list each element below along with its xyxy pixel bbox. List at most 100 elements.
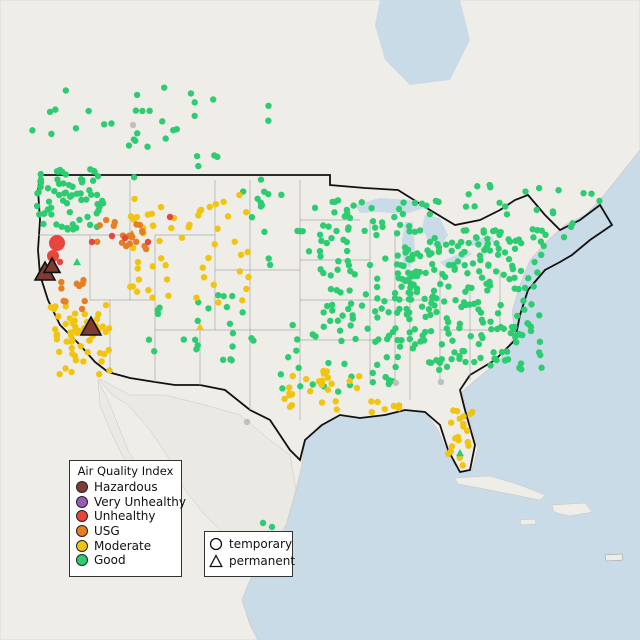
station-marker[interactable]: [395, 404, 402, 412]
station-marker[interactable]: [96, 203, 103, 211]
station-marker[interactable]: [535, 184, 543, 192]
station-marker[interactable]: [351, 271, 358, 278]
station-marker[interactable]: [525, 275, 532, 282]
station-marker[interactable]: [452, 435, 459, 442]
station-marker[interactable]: [395, 274, 402, 282]
station-marker[interactable]: [194, 342, 201, 349]
station-marker[interactable]: [53, 336, 61, 343]
station-marker[interactable]: [495, 245, 502, 252]
station-marker[interactable]: [329, 198, 336, 206]
station-marker[interactable]: [86, 337, 93, 344]
station-marker[interactable]: [517, 331, 524, 338]
station-marker[interactable]: [118, 239, 126, 246]
station-marker[interactable]: [144, 143, 151, 150]
station-marker[interactable]: [93, 210, 100, 217]
station-marker[interactable]: [433, 308, 440, 316]
station-marker[interactable]: [513, 339, 520, 346]
station-marker[interactable]: [448, 355, 455, 363]
station-marker[interactable]: [244, 248, 251, 256]
station-marker[interactable]: [431, 234, 438, 242]
station-marker[interactable]: [191, 112, 198, 120]
station-marker[interactable]: [126, 240, 133, 247]
station-marker[interactable]: [245, 273, 252, 281]
station-marker[interactable]: [487, 318, 494, 325]
station-marker[interactable]: [34, 190, 41, 197]
station-marker[interactable]: [229, 330, 237, 337]
station-marker[interactable]: [580, 189, 587, 197]
station-marker[interactable]: [71, 352, 79, 360]
station-marker[interactable]: [333, 227, 340, 235]
station-marker[interactable]: [474, 183, 481, 190]
station-marker[interactable]: [394, 270, 402, 277]
station-marker[interactable]: [435, 248, 443, 255]
station-marker[interactable]: [463, 427, 471, 434]
station-marker[interactable]: [47, 250, 59, 262]
station-marker[interactable]: [58, 278, 65, 286]
station-marker[interactable]: [345, 305, 352, 313]
station-marker[interactable]: [334, 317, 342, 324]
station-marker[interactable]: [154, 310, 162, 318]
station-marker[interactable]: [358, 198, 365, 206]
station-marker[interactable]: [458, 250, 465, 258]
station-marker[interactable]: [76, 216, 83, 223]
station-marker[interactable]: [433, 357, 440, 364]
station-marker[interactable]: [529, 226, 536, 233]
station-marker[interactable]: [452, 296, 459, 304]
station-marker[interactable]: [343, 206, 351, 214]
station-marker[interactable]: [55, 191, 63, 199]
station-marker[interactable]: [146, 107, 153, 115]
station-marker[interactable]: [467, 332, 474, 340]
station-marker[interactable]: [511, 274, 518, 281]
station-marker[interactable]: [243, 209, 250, 216]
station-marker[interactable]: [534, 269, 541, 276]
station-marker[interactable]: [484, 287, 491, 294]
station-marker[interactable]: [134, 258, 142, 266]
station-marker[interactable]: [48, 211, 55, 218]
station-marker[interactable]: [66, 208, 74, 216]
station-marker[interactable]: [500, 271, 507, 278]
station-marker[interactable]: [477, 309, 485, 316]
station-marker[interactable]: [324, 374, 332, 381]
station-marker[interactable]: [121, 234, 129, 242]
station-marker[interactable]: [266, 261, 274, 269]
station-marker[interactable]: [79, 176, 86, 184]
station-marker[interactable]: [440, 298, 448, 305]
station-marker[interactable]: [84, 213, 91, 221]
station-marker[interactable]: [317, 253, 324, 260]
station-marker[interactable]: [443, 325, 450, 332]
station-marker[interactable]: [438, 355, 445, 363]
station-marker[interactable]: [378, 219, 386, 226]
station-marker[interactable]: [323, 368, 331, 375]
station-marker[interactable]: [139, 107, 146, 115]
permanent-station-marker[interactable]: [196, 323, 204, 331]
station-marker[interactable]: [315, 378, 323, 385]
station-marker[interactable]: [530, 234, 537, 241]
station-marker[interactable]: [501, 249, 509, 256]
station-marker[interactable]: [102, 328, 109, 336]
station-marker[interactable]: [132, 107, 140, 114]
station-marker[interactable]: [323, 302, 331, 310]
station-marker[interactable]: [465, 284, 472, 291]
station-marker[interactable]: [405, 222, 413, 230]
station-marker[interactable]: [369, 369, 376, 377]
station-marker[interactable]: [339, 312, 346, 319]
station-marker[interactable]: [448, 247, 455, 255]
station-marker[interactable]: [94, 173, 102, 180]
station-marker[interactable]: [77, 342, 84, 350]
station-marker[interactable]: [87, 191, 95, 198]
station-marker[interactable]: [206, 203, 213, 211]
station-marker[interactable]: [434, 240, 441, 248]
station-marker[interactable]: [219, 356, 227, 364]
station-marker[interactable]: [191, 336, 199, 343]
station-marker[interactable]: [286, 384, 293, 391]
station-marker[interactable]: [445, 318, 452, 326]
station-marker[interactable]: [210, 281, 217, 289]
station-marker[interactable]: [149, 263, 156, 270]
station-marker[interactable]: [44, 185, 52, 192]
station-marker[interactable]: [358, 302, 366, 309]
station-marker[interactable]: [394, 353, 401, 361]
station-marker[interactable]: [335, 257, 342, 265]
station-marker[interactable]: [374, 314, 381, 321]
station-marker[interactable]: [392, 363, 399, 371]
station-marker[interactable]: [422, 269, 429, 277]
